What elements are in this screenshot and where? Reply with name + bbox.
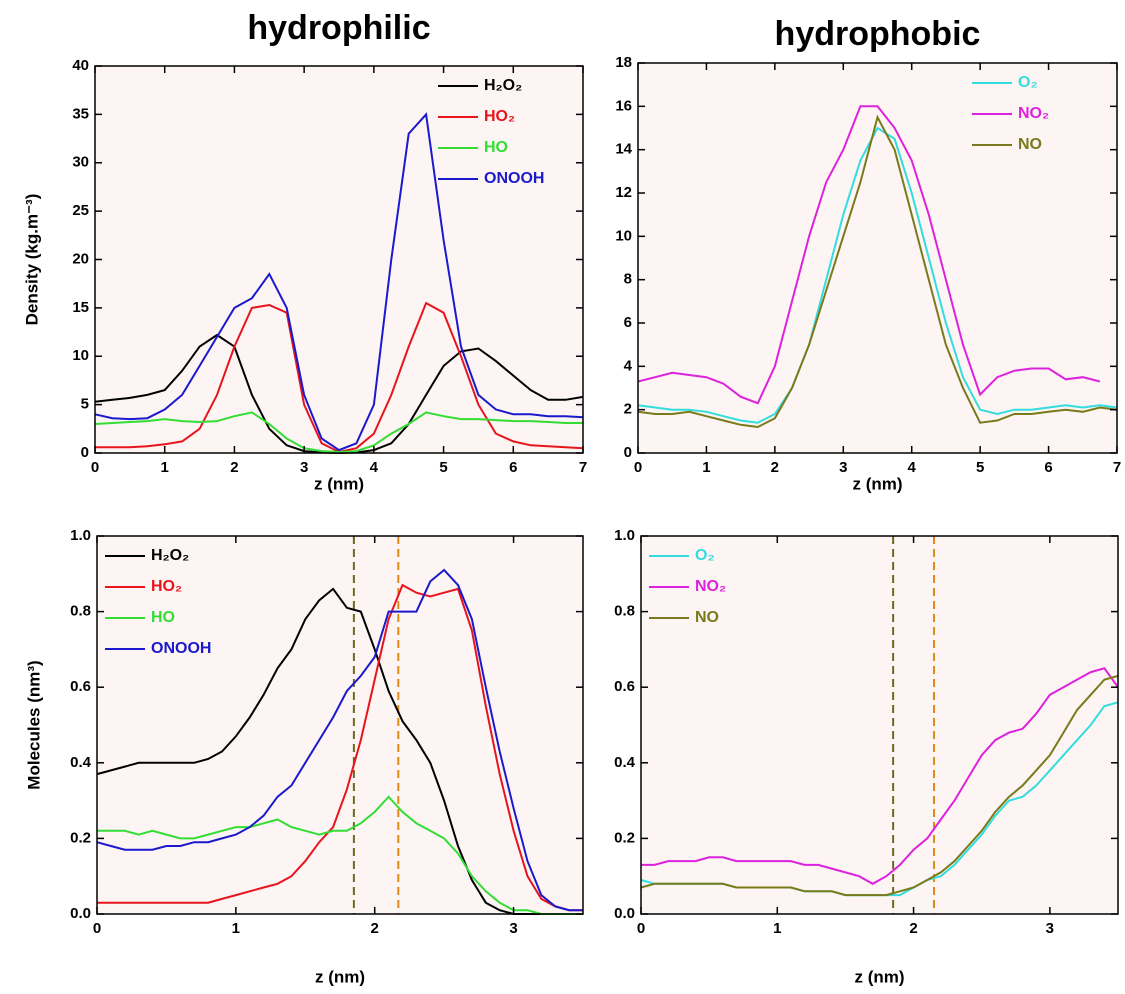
plot-frame <box>637 62 1118 454</box>
series-line <box>637 114 1118 429</box>
y-tick-label: 40 <box>72 57 89 74</box>
y-tick-label: 0.0 <box>614 905 635 922</box>
x-tick-label: 7 <box>1113 459 1121 476</box>
legend-label: NO <box>695 609 719 626</box>
legend-label: HO <box>151 609 175 626</box>
legend-label: H₂O₂ <box>484 77 522 94</box>
y-tick-label: 18 <box>615 54 632 71</box>
series-line <box>637 105 1101 405</box>
series-line <box>94 112 584 452</box>
y-tick-label: 4 <box>624 357 633 374</box>
y-axis-title: Molecules (nm³) <box>24 660 43 789</box>
x-tick-label: 1 <box>702 459 710 476</box>
x-tick-label: 4 <box>908 459 917 476</box>
x-tick-label: 6 <box>1044 459 1052 476</box>
y-tick-label: 0.6 <box>70 678 91 695</box>
x-tick-label: 2 <box>909 920 917 937</box>
chart-title: hydrophilic <box>247 9 430 47</box>
x-tick-label: 7 <box>579 459 587 476</box>
legend-label: NO₂ <box>695 578 726 595</box>
series-line <box>641 667 1119 885</box>
x-tick-label: 3 <box>300 459 308 476</box>
x-axis-title: z (nm) <box>852 474 902 493</box>
y-tick-label: 2 <box>624 401 632 418</box>
series-line <box>637 126 1118 424</box>
legend-label: HO₂ <box>151 578 182 595</box>
x-tick-label: 2 <box>230 459 238 476</box>
y-tick-label: 20 <box>72 250 89 267</box>
plot-frame <box>640 535 1119 915</box>
x-tick-label: 5 <box>439 459 447 476</box>
x-tick-label: 1 <box>161 459 169 476</box>
x-axis-title: z (nm) <box>854 967 904 986</box>
y-tick-label: 30 <box>72 154 89 171</box>
x-tick-label: 6 <box>509 459 517 476</box>
x-tick-label: 4 <box>370 459 379 476</box>
series-line <box>97 795 583 915</box>
x-tick-label: 2 <box>371 920 379 937</box>
plot-area <box>641 536 1118 914</box>
y-tick-label: 0.2 <box>614 829 635 846</box>
x-tick-label: 0 <box>93 920 101 937</box>
y-tick-label: 0.8 <box>614 603 635 620</box>
y-tick-label: 0 <box>81 444 89 461</box>
legend-label: H₂O₂ <box>151 547 189 564</box>
y-tick-label: 0 <box>624 444 632 461</box>
x-tick-label: 3 <box>839 459 847 476</box>
legend-label: O₂ <box>1018 74 1038 91</box>
y-tick-label: 0.2 <box>70 829 91 846</box>
legend-label: HO <box>484 139 508 156</box>
plot-frame <box>96 535 584 915</box>
x-tick-label: 0 <box>637 920 645 937</box>
y-tick-label: 16 <box>615 97 632 114</box>
y-tick-label: 35 <box>72 105 89 122</box>
legend-label: O₂ <box>695 547 715 564</box>
y-tick-label: 12 <box>615 184 632 201</box>
x-tick-label: 0 <box>91 459 99 476</box>
x-tick-label: 1 <box>773 920 781 937</box>
series-line <box>96 587 583 915</box>
x-tick-label: 2 <box>771 459 779 476</box>
y-tick-label: 25 <box>72 202 89 219</box>
y-tick-label: 1.0 <box>70 527 91 544</box>
chart-title: hydrophobic <box>775 15 981 53</box>
series-line <box>94 411 583 454</box>
y-tick-label: 0.4 <box>70 754 92 771</box>
legend-label: NO <box>1018 136 1042 153</box>
legend-label: ONOOH <box>484 170 544 187</box>
y-tick-label: 0.8 <box>70 603 91 620</box>
legend-label: NO₂ <box>1018 105 1049 122</box>
y-tick-label: 0.6 <box>614 678 635 695</box>
x-tick-label: 5 <box>976 459 984 476</box>
y-tick-label: 10 <box>72 347 89 364</box>
x-axis-title: z (nm) <box>315 967 365 986</box>
legend-label: HO₂ <box>484 108 515 125</box>
plot-area <box>95 66 583 453</box>
y-axis-title: Density (kg.m⁻³) <box>22 194 41 326</box>
x-tick-label: 1 <box>232 920 240 937</box>
x-tick-label: 3 <box>509 920 517 937</box>
y-tick-label: 0.0 <box>70 905 91 922</box>
legend-label: ONOOH <box>151 640 211 657</box>
series-line <box>97 583 583 912</box>
x-axis-title: z (nm) <box>314 474 364 493</box>
y-tick-label: 1.0 <box>614 527 635 544</box>
y-tick-label: 10 <box>615 227 632 244</box>
y-tick-label: 15 <box>72 299 89 316</box>
series-line <box>640 674 1119 897</box>
x-tick-label: 0 <box>634 459 642 476</box>
y-tick-label: 0.4 <box>614 754 636 771</box>
series-line <box>96 568 583 912</box>
y-tick-label: 6 <box>624 314 632 331</box>
y-tick-label: 8 <box>624 271 632 288</box>
y-tick-label: 14 <box>615 141 632 158</box>
y-tick-label: 5 <box>81 396 89 413</box>
x-tick-label: 3 <box>1046 920 1054 937</box>
